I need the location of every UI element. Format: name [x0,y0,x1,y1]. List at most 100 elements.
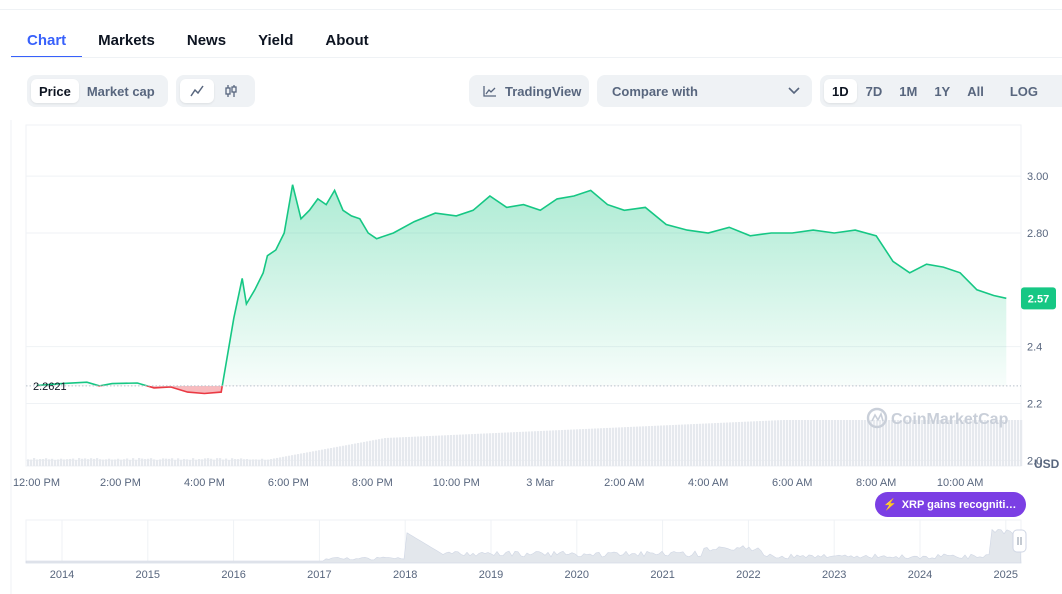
navigator-year-label: 2015 [136,569,160,581]
log-scale-button[interactable]: LOG [1002,79,1046,103]
x-tick-label: 6:00 PM [268,477,309,489]
volume-bar [474,434,476,466]
volume-bar [519,432,521,466]
volume-bar [852,420,854,466]
volume-bar [708,423,710,466]
volume-bar [315,451,317,466]
volume-bar [276,458,278,466]
volume-bar [45,458,47,466]
volume-bar [108,459,110,466]
volume-bar [546,431,548,466]
volume-bar [807,420,809,466]
tradingview-button[interactable]: TradingView [469,75,589,107]
watermark-text: CoinMarketCap [891,411,1009,428]
line-chart-icon [190,85,204,97]
market-cap-button[interactable]: Market cap [79,79,163,103]
range-all-button[interactable]: All [959,79,992,103]
volume-bar [183,459,185,466]
volume-bar [504,433,506,466]
range-1d-button[interactable]: 1D [824,79,857,103]
volume-bar [540,431,542,466]
volume-bar [843,420,845,466]
volume-bar [513,432,515,466]
range-1m-button[interactable]: 1M [891,79,925,103]
volume-bar [372,440,374,466]
volume-bar [483,434,485,466]
line-chart-button[interactable] [180,79,214,103]
volume-bar [720,423,722,466]
candlestick-button[interactable] [214,79,248,103]
volume-bar [228,460,230,466]
volume-bar [669,425,671,466]
volume-bar [48,459,50,466]
volume-bar [714,423,716,466]
tab-news[interactable]: News [171,24,242,58]
volume-bar [330,448,332,466]
volume-bar [54,460,56,466]
volume-bar [405,437,407,466]
navigator-handle[interactable] [1013,530,1026,552]
volume-bar [675,425,677,466]
news-annotation-badge[interactable]: ⚡ XRP gains recogniti… [875,492,1026,517]
tab-markets[interactable]: Markets [82,24,171,58]
x-tick-label: 8:00 PM [352,477,393,489]
tabs-divider [11,57,1062,58]
volume-bar [450,435,452,466]
more-options-button[interactable]: ··· [1056,79,1062,103]
range-1y-button[interactable]: 1Y [926,79,958,103]
range-7d-button[interactable]: 7D [858,79,891,103]
x-tick-label: 8:00 AM [856,477,896,489]
volume-bar [753,421,755,466]
volume-bar [213,460,215,466]
price-button[interactable]: Price [31,79,79,103]
volume-bar [291,455,293,466]
navigator-year-label: 2016 [221,569,245,581]
volume-bar [348,445,350,466]
volume-bar [117,459,119,466]
navigator-year-label: 2017 [307,569,331,581]
volume-bar [534,431,536,466]
volume-bar [201,459,203,466]
price-chart[interactable]: 2.2621 3.00 2.80 2.4 2.2 2.0 USD 2.57 12:00 PM… [0,120,1062,594]
x-tick-label: 10:00 AM [937,477,983,489]
volume-bar [378,439,380,466]
news-annotation-label: XRP gains recogniti… [902,499,1017,511]
volume-bar [75,460,77,466]
tab-chart[interactable]: Chart [11,24,82,58]
volume-bar [471,434,473,466]
volume-bar [810,420,812,466]
volume-bar [231,458,233,466]
volume-bar [591,429,593,466]
candlestick-icon [224,84,238,98]
volume-bar [39,459,41,466]
volume-bar [105,459,107,466]
volume-bar [312,451,314,466]
range-navigator[interactable]: 2014 2015 2016 2017 2018 2019 2020 2021 2022 2023… [26,520,1026,581]
volume-bar [207,458,209,466]
volume-bar [339,446,341,466]
volume-bar [468,434,470,466]
volume-bar [78,458,80,466]
volume-bar [747,422,749,466]
volume-bar [663,425,665,466]
navigator-year-label: 2022 [736,569,760,581]
volume-bar [441,435,443,466]
volume-bar [420,436,422,466]
volume-bar [168,459,170,466]
volume-bar [525,432,527,466]
volume-bar [798,420,800,466]
tab-yield[interactable]: Yield [242,24,309,58]
volume-bar [408,437,410,466]
volume-bar [96,458,98,466]
volume-bar [138,458,140,466]
compare-with-select[interactable]: Compare with [597,75,812,107]
volume-bar [426,436,428,466]
volume-bar [618,427,620,466]
volume-bar [603,428,605,466]
tab-about[interactable]: About [309,24,384,58]
volume-bar [651,426,653,466]
volume-bar [558,430,560,466]
volume-bar [693,424,695,466]
volume-bar [672,425,674,466]
volume-bar [237,459,239,466]
